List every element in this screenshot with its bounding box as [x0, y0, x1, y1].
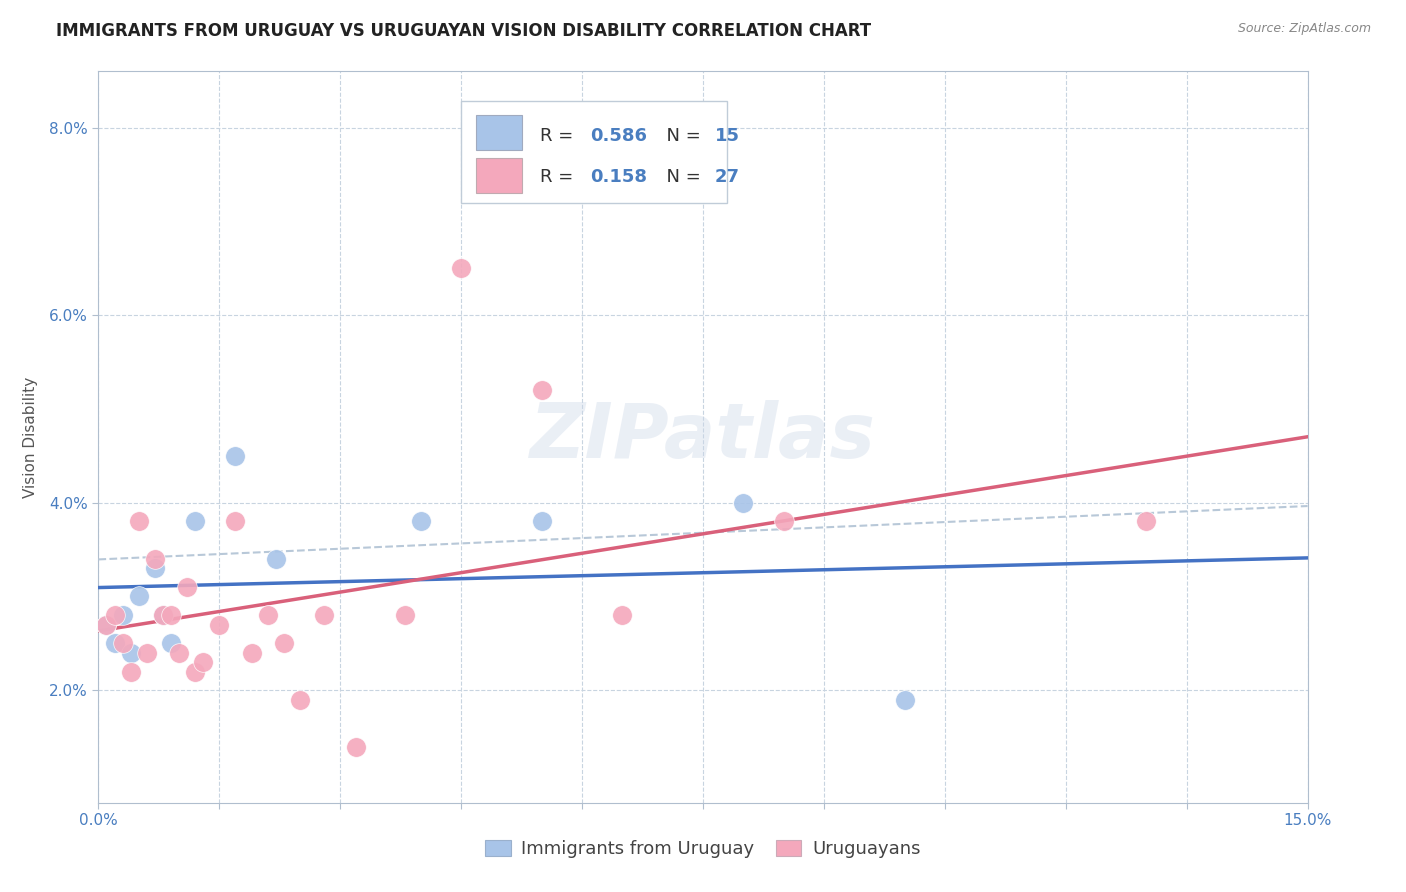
Point: [314, 608, 336, 623]
Point: [160, 636, 183, 650]
Text: IMMIGRANTS FROM URUGUAY VS URUGUAYAN VISION DISABILITY CORRELATION CHART: IMMIGRANTS FROM URUGUAY VS URUGUAYAN VIS…: [56, 22, 872, 40]
Point: [103, 636, 125, 650]
Text: 0.586: 0.586: [591, 127, 648, 145]
Point: [208, 617, 231, 632]
Point: [96, 617, 118, 632]
Text: ZIPatlas: ZIPatlas: [530, 401, 876, 474]
Point: [167, 646, 190, 660]
Point: [772, 515, 794, 529]
Point: [96, 617, 118, 632]
Y-axis label: Vision Disability: Vision Disability: [22, 376, 38, 498]
Point: [893, 692, 915, 706]
Point: [160, 608, 183, 623]
Legend: Immigrants from Uruguay, Uruguayans: Immigrants from Uruguay, Uruguayans: [477, 830, 929, 867]
Point: [111, 608, 134, 623]
Point: [143, 552, 166, 566]
Point: [344, 739, 367, 754]
Text: N =: N =: [655, 127, 706, 145]
Point: [733, 496, 755, 510]
Point: [128, 590, 150, 604]
Point: [450, 261, 472, 276]
Point: [143, 561, 166, 575]
Point: [152, 608, 174, 623]
Point: [394, 608, 416, 623]
Point: [409, 515, 432, 529]
Point: [111, 636, 134, 650]
Point: [152, 608, 174, 623]
Point: [103, 608, 125, 623]
Point: [224, 449, 246, 463]
Point: [176, 580, 198, 594]
Point: [530, 383, 553, 397]
Point: [273, 636, 295, 650]
Text: R =: R =: [540, 169, 579, 186]
FancyBboxPatch shape: [475, 158, 522, 193]
Point: [264, 552, 287, 566]
Point: [224, 515, 246, 529]
Point: [184, 665, 207, 679]
Point: [1135, 515, 1157, 529]
Text: 0.158: 0.158: [591, 169, 648, 186]
FancyBboxPatch shape: [461, 101, 727, 203]
Point: [193, 655, 215, 669]
Text: N =: N =: [655, 169, 706, 186]
Point: [120, 646, 142, 660]
Point: [256, 608, 278, 623]
Text: 15: 15: [716, 127, 740, 145]
Point: [135, 646, 157, 660]
Point: [240, 646, 263, 660]
Text: 27: 27: [716, 169, 740, 186]
Point: [184, 515, 207, 529]
Text: Source: ZipAtlas.com: Source: ZipAtlas.com: [1237, 22, 1371, 36]
Point: [128, 515, 150, 529]
Point: [612, 608, 634, 623]
Point: [530, 515, 553, 529]
Point: [288, 692, 311, 706]
FancyBboxPatch shape: [475, 115, 522, 151]
Point: [120, 665, 142, 679]
Text: R =: R =: [540, 127, 579, 145]
